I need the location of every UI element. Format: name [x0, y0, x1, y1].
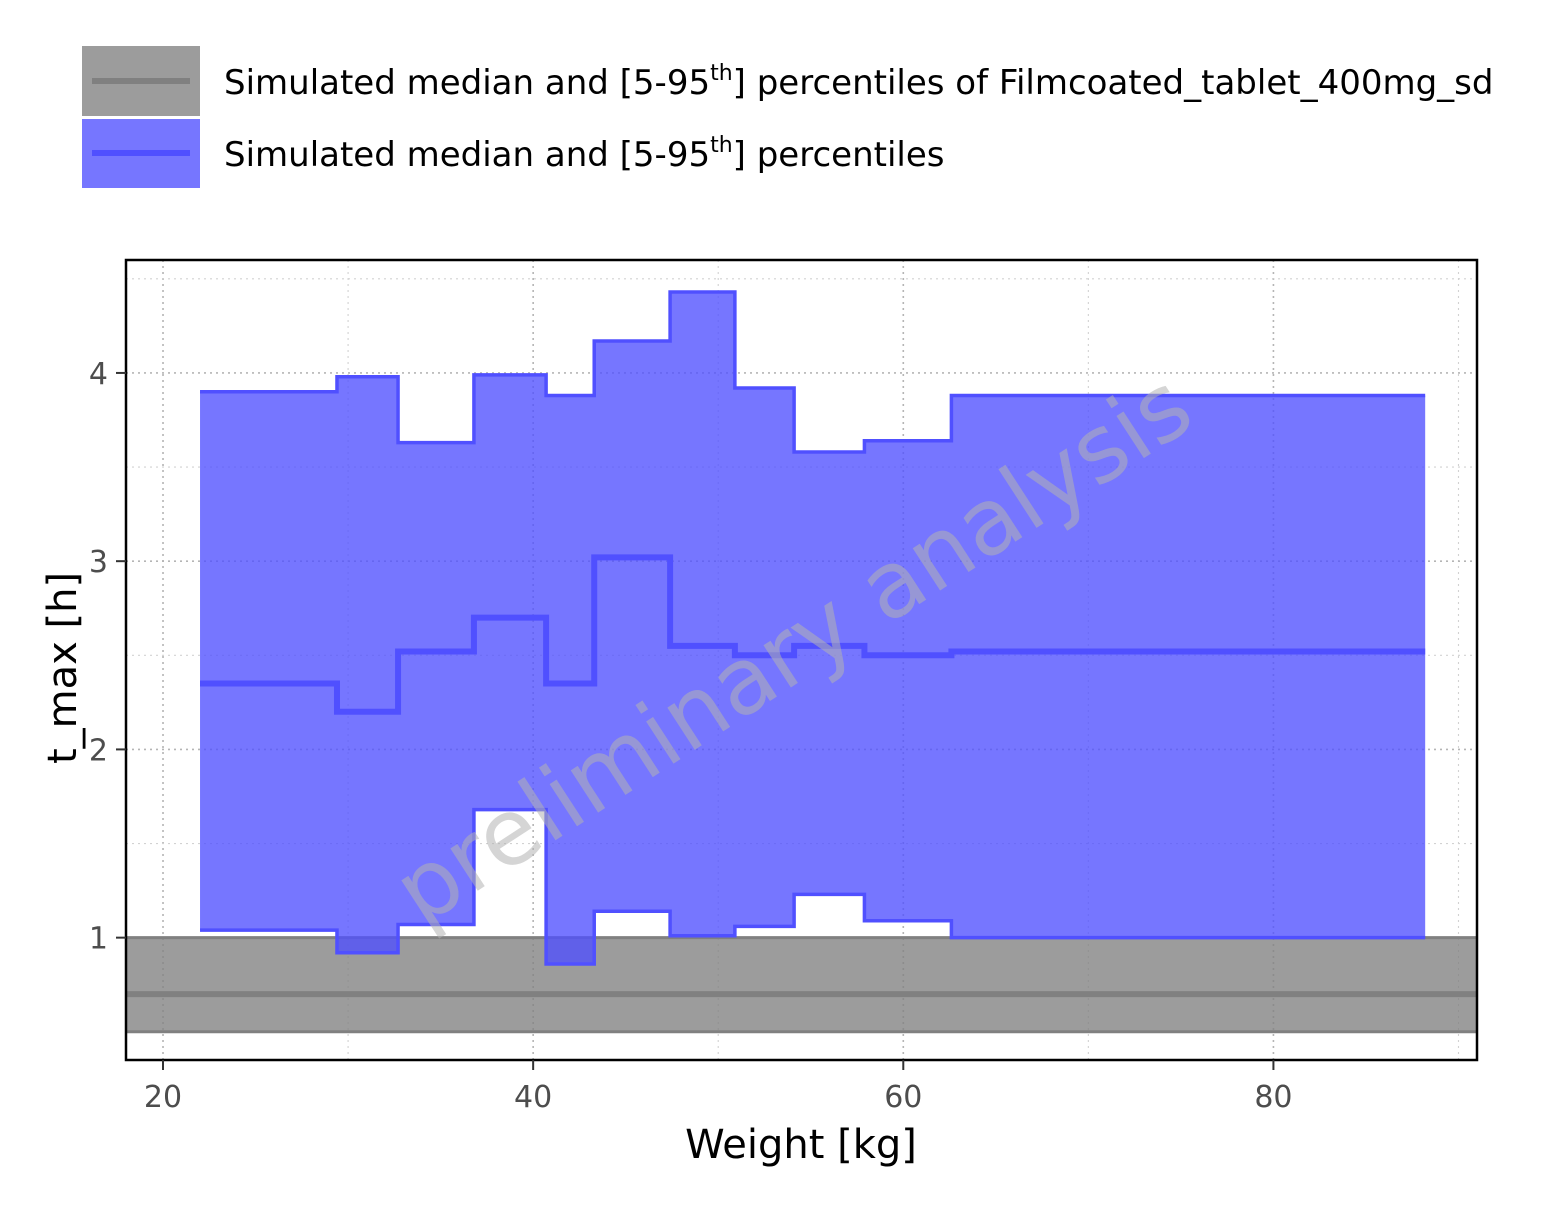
- legend-label-reference: Simulated median and [5-95th] percentile…: [224, 61, 1493, 103]
- x-tick-label: 20: [144, 1080, 182, 1115]
- legend-label-reference-sup: th: [710, 61, 733, 86]
- legend-label-simulated-main: Simulated median and [5-95: [224, 135, 710, 175]
- x-tick-label: 80: [1254, 1080, 1292, 1115]
- legend-label-simulated-sup: th: [710, 133, 733, 158]
- y-tick-label: 4: [89, 357, 108, 392]
- plot-border: [124, 258, 1479, 1062]
- legend-item-simulated: Simulated median and [5-95th] percentile…: [82, 119, 944, 188]
- legend-item-reference: Simulated median and [5-95th] percentile…: [82, 46, 1493, 116]
- legend-label-reference-main: Simulated median and [5-95: [224, 63, 710, 103]
- axis-ticks: 20 40 60 80 1 2 3 4: [89, 357, 1293, 1115]
- legend-label-simulated: Simulated median and [5-95th] percentile…: [224, 133, 944, 175]
- reference-band-fill: [126, 937, 1477, 1032]
- x-tick-label: 60: [884, 1080, 922, 1115]
- y-tick-label: 1: [89, 922, 108, 957]
- simulated-band-fill: [200, 292, 1426, 964]
- simulated-upper-step-line: [200, 290, 1426, 454]
- simulated-band-layer: [200, 290, 1426, 966]
- y-tick-label: 3: [89, 545, 108, 580]
- legend-label-reference-rest: ] percentiles of Filmcoated_tablet_400mg…: [733, 63, 1494, 103]
- legend-label-simulated-rest: ] percentiles: [733, 135, 945, 175]
- simulated-median-step-line: [200, 554, 1426, 715]
- simulated-lower-step-line: [200, 807, 1426, 966]
- legend: Simulated median and [5-95th] percentile…: [82, 46, 1493, 188]
- y-tick-label: 2: [89, 733, 108, 768]
- y-axis-title: t_max [h]: [40, 572, 86, 764]
- x-axis-title: Weight [kg]: [685, 1122, 917, 1168]
- x-tick-label: 40: [514, 1080, 552, 1115]
- reference-band-layer: [126, 936, 1477, 1034]
